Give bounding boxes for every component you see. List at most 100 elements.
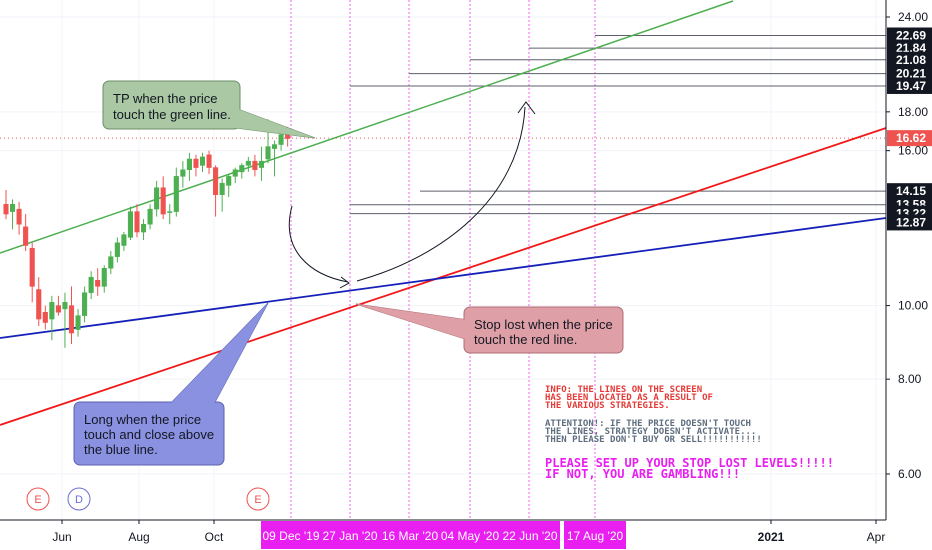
candle-body [3, 203, 9, 215]
date-marker-badge [380, 521, 440, 549]
price-level-badge [887, 214, 932, 231]
trend-lines [0, 0, 887, 426]
candle-body [16, 208, 22, 225]
info-line-gray: THEN PLEASE DON'T BUY OR SELL!!!!!!!!!!! [545, 435, 762, 445]
candle-body [232, 169, 238, 177]
x-tick-label: 2021 [758, 530, 785, 544]
info-line-gray: THE LINES, STRATEGY DOESN'T ACTIVATE... [545, 427, 756, 437]
candle-body [167, 211, 173, 213]
tp-bubble-text: TP when the price [113, 91, 218, 106]
candle-body [213, 167, 219, 195]
projection-arrows [288, 101, 536, 289]
event-label: E [254, 494, 261, 506]
candle-body [206, 154, 212, 168]
candle-body [36, 289, 42, 320]
event-label: D [75, 494, 83, 506]
info-line-pink: PLEASE SET UP YOUR STOP LOST LEVELS!!!!! [545, 456, 834, 470]
candle-body [95, 279, 101, 287]
long-bubble-text: touch and close above [84, 427, 214, 442]
candle-body [226, 176, 232, 186]
price-level-label: 22.69 [896, 29, 926, 43]
arrowhead-down [339, 276, 350, 289]
candle-body [258, 160, 264, 168]
price-level-badge [887, 51, 932, 68]
date-marker-badge [320, 521, 380, 549]
price-level-badge [887, 65, 932, 82]
candle-body [49, 302, 55, 320]
candle-body [219, 182, 225, 195]
candle-body [173, 176, 179, 212]
candle-body [108, 256, 114, 269]
candle-body [82, 292, 88, 316]
candle-body [278, 134, 284, 145]
candle-body [127, 211, 133, 238]
date-marker-badge [500, 521, 560, 549]
date-marker-label: 22 Jun '20 [502, 529, 557, 543]
candle-body [199, 156, 206, 166]
candle-body [114, 242, 120, 257]
date-marker-label: 16 Mar '20 [382, 529, 439, 543]
x-tick-label: Jun [52, 530, 71, 544]
tp-bubble-tail-fill [205, 108, 315, 138]
price-level-label: 19.47 [896, 79, 926, 93]
date-marker-badge [564, 521, 626, 549]
candle-body [245, 160, 251, 166]
date-marker-lines [290, 0, 596, 520]
red-stop-loss-line [0, 127, 887, 426]
long-bubble-box [73, 401, 225, 466]
price-level-label: 12.87 [896, 215, 926, 229]
event-marker-d[interactable] [67, 487, 91, 511]
long-bubble-tail-fill [170, 303, 268, 404]
candle-body [265, 146, 271, 160]
x-tick-label: Apr [867, 530, 886, 544]
candle-body [62, 302, 68, 310]
y-tick-label: 10.00 [898, 299, 928, 313]
long-bubble-text: Long when the price [84, 412, 201, 427]
info-line-gray: ATTENTION!: IF THE PRICE DOESN'T TOUCH [545, 419, 751, 429]
info-line-pink: IF NOT, YOU ARE GAMBLING!!! [545, 467, 740, 481]
x-tick-label: Oct [205, 530, 224, 544]
candle-body [10, 203, 16, 212]
date-marker-label: 27 Jan '20 [322, 529, 377, 543]
candle-body [147, 208, 153, 225]
y-tick-label: 8.00 [898, 372, 922, 386]
candle-body [101, 267, 107, 287]
candle-body [272, 144, 278, 149]
candle-body [141, 223, 147, 233]
event-marker-e[interactable] [246, 487, 270, 511]
price-level-badge [887, 27, 932, 44]
candle-body [68, 305, 75, 334]
price-level-lines [0, 35, 886, 215]
info-line-red: HAS BEEN LOCATED AS A RESULT OF [545, 393, 713, 403]
candlestick-series [3, 119, 291, 348]
candle-body [88, 276, 94, 293]
info-line-red: THE VARIOUS STRATEGIES. [545, 401, 670, 411]
event-marker-e[interactable] [26, 487, 50, 511]
candle-body [239, 165, 245, 173]
price-level-label: 14.15 [896, 184, 926, 198]
x-tick-label: Aug [128, 530, 149, 544]
price-level-label: 21.84 [896, 41, 926, 55]
date-marker-label: 17 Aug '20 [567, 529, 624, 543]
date-marker-badge [261, 521, 321, 549]
y-tick-label: 6.00 [898, 467, 922, 481]
candle-body [186, 158, 192, 170]
candle-body [193, 158, 199, 168]
event-label: E [34, 494, 41, 506]
date-marker-badge [440, 521, 500, 549]
stop-bubble-text: Stop lost when the price [474, 317, 613, 332]
tp-bubble-box [102, 80, 241, 130]
candle-body [121, 234, 127, 246]
tp-bubble-text: touch the green line. [113, 107, 231, 122]
blue-entry-line [0, 217, 887, 339]
candle-body [180, 169, 186, 177]
date-marker-label: 04 May '20 [441, 529, 500, 543]
candle-body [160, 187, 166, 215]
arrow-curve-down [288, 205, 349, 283]
